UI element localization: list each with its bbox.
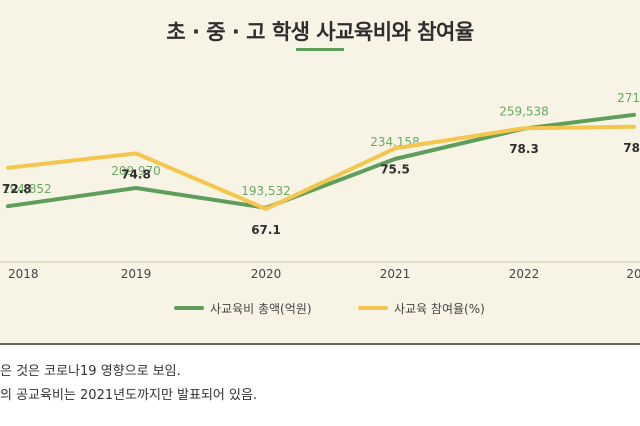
data-label-rate: 72.8 (2, 182, 32, 196)
line-chart: 2018 2019 2020 2021 2022 20 194,852 209,970 193,… (0, 91, 640, 281)
chart-panel (0, 0, 640, 343)
x-tick-label: 2018 (8, 267, 39, 281)
data-label-total: 271 (617, 91, 640, 105)
data-label-rate: 78 (623, 141, 640, 155)
legend-swatch-total (174, 306, 204, 310)
data-point-rate (6, 166, 10, 170)
data-label-total: 209,970 (111, 164, 161, 178)
data-point-total (632, 113, 636, 117)
data-point-rate (632, 125, 636, 129)
x-tick-label: 2019 (121, 267, 152, 281)
data-label-total: 259,538 (499, 105, 549, 119)
footnote: 의 공교육비는 2021년도까지만 발표되어 있음. (0, 388, 258, 403)
x-tick-label: 20 (626, 267, 640, 281)
title-underline (296, 48, 344, 51)
data-point-rate (264, 207, 268, 211)
data-point-total (393, 157, 397, 161)
footnote: 은 것은 코로나19 영향으로 보임. (0, 364, 181, 379)
data-label-rate: 78.3 (509, 142, 539, 156)
data-point-total (134, 186, 138, 190)
x-tick-label: 2020 (251, 267, 282, 281)
data-point-rate (522, 126, 526, 130)
data-label-total: 193,532 (241, 184, 291, 198)
data-label-rate: 75.5 (380, 162, 410, 176)
legend-swatch-rate (358, 306, 388, 310)
footnotes: 은 것은 코로나19 영향으로 보임. 의 공교육비는 2021년도까지만 발표… (0, 360, 640, 408)
data-point-rate (134, 151, 138, 156)
data-label-rate: 67.1 (251, 223, 281, 237)
chart-legend: 사교육비 총액(억원) 사교육 참여율(%) (0, 297, 640, 319)
x-tick-label: 2021 (380, 267, 411, 281)
data-label-rate: 74.8 (121, 167, 151, 181)
section-divider (0, 343, 640, 345)
data-point-rate (393, 146, 397, 150)
series-line-rate (6, 124, 636, 211)
legend-label-total: 사교육비 총액(억원) (210, 302, 312, 316)
x-tick-label: 2022 (509, 267, 540, 281)
data-label-total: 194,852 (2, 182, 52, 196)
chart-title: 초 · 중 · 고 학생 사교육비와 참여율 (166, 20, 474, 44)
legend-label-rate: 사교육 참여율(%) (394, 302, 485, 316)
data-point-total (6, 204, 10, 208)
